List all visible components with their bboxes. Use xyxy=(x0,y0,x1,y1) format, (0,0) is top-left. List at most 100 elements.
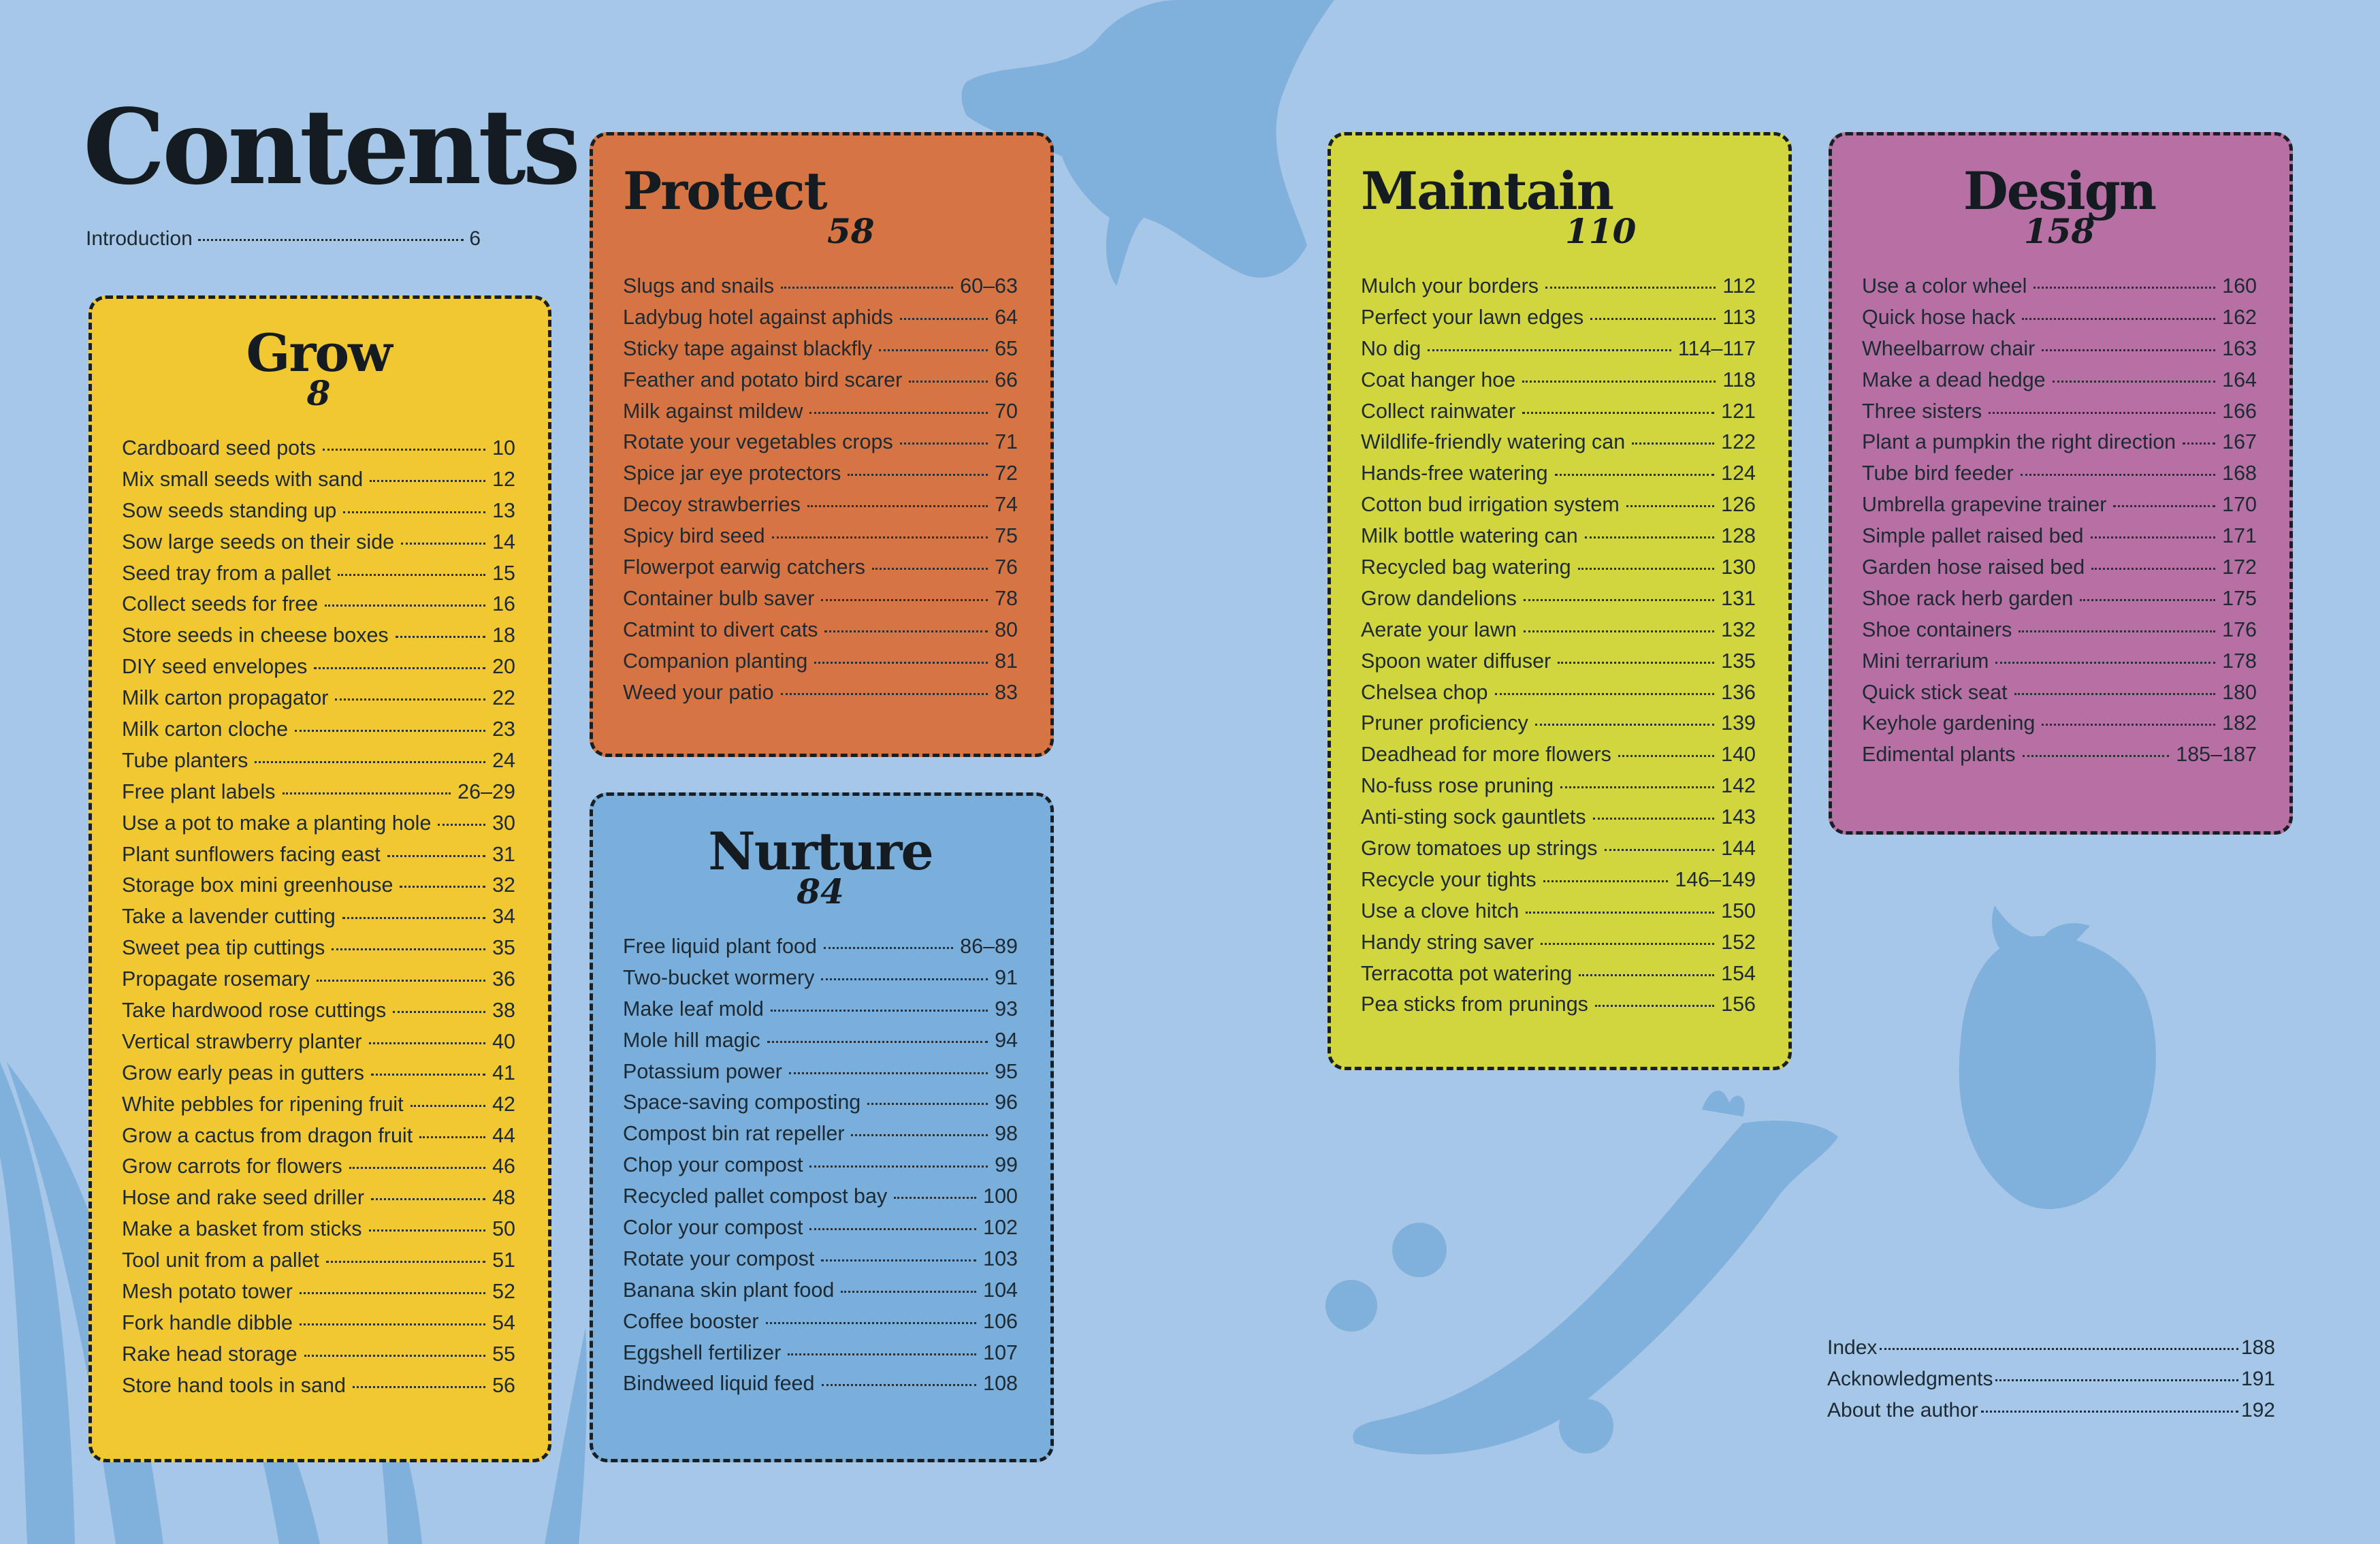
intro-label: Introduction xyxy=(86,227,193,250)
leader-dots xyxy=(841,1290,977,1293)
design-heading: Design 158 xyxy=(1862,165,2257,248)
toc-entry-page: 132 xyxy=(1721,617,1756,641)
toc-entry-page: 172 xyxy=(2222,556,2257,579)
toc-entry: Companion planting 81 xyxy=(623,649,1018,681)
toc-entry-page: 122 xyxy=(1721,430,1756,454)
leader-dots xyxy=(325,605,486,607)
toc-entry: Pruner proficiency 139 xyxy=(1361,711,1756,743)
toc-entry: Make leaf mold 93 xyxy=(623,997,1018,1029)
leaf-silhouette-left-5 xyxy=(545,1328,587,1544)
toc-entry-label: Tube planters xyxy=(122,748,248,772)
toc-entry-label: Make a basket from sticks xyxy=(122,1217,362,1241)
toc-entry-label: Cardboard seed pots xyxy=(122,436,316,460)
toc-entry-label: Tool unit from a pallet xyxy=(122,1249,319,1272)
toc-entry-page: 41 xyxy=(492,1061,515,1084)
toc-entry-page: 100 xyxy=(983,1185,1018,1208)
leader-dots xyxy=(371,1073,486,1076)
leader-dots xyxy=(1579,974,1715,976)
toc-entry: Shoe containers 176 xyxy=(1862,618,2257,649)
toc-entry-page: 95 xyxy=(995,1059,1018,1083)
toc-entry-page: 18 xyxy=(492,624,515,647)
leader-dots xyxy=(1428,349,1671,351)
leader-dots xyxy=(2091,568,2216,570)
toc-entry-page: 94 xyxy=(995,1028,1018,1052)
toc-entry-page: 80 xyxy=(995,617,1018,641)
toc-entry-label: Three sisters xyxy=(1862,399,1982,423)
leader-dots xyxy=(393,1011,486,1014)
toc-entry-page: 135 xyxy=(1721,649,1756,673)
leader-dots xyxy=(909,380,988,383)
toc-entry-label: No dig xyxy=(1361,336,1421,360)
nurture-title: Nurture xyxy=(708,821,934,882)
toc-entry-page: 102 xyxy=(983,1216,1018,1240)
toc-entry: Spice jar eye protectors 72 xyxy=(623,462,1018,493)
leader-dots xyxy=(325,1261,486,1264)
toc-entry-page: 81 xyxy=(995,649,1018,673)
leader-dots xyxy=(1995,1379,2238,1381)
toc-entry-label: Free liquid plant food xyxy=(623,935,817,958)
toc-entry-label: Slugs and snails xyxy=(623,274,775,297)
leader-dots xyxy=(370,479,486,482)
toc-entry-label: Aerate your lawn xyxy=(1361,617,1517,641)
toc-entry-page: 175 xyxy=(2222,586,2257,610)
toc-entry-label: Coat hanger hoe xyxy=(1361,368,1516,391)
leader-dots xyxy=(851,1134,988,1137)
toc-entry: Spicy bird seed 75 xyxy=(623,524,1018,556)
leader-dots xyxy=(807,505,988,508)
leader-dots xyxy=(400,886,486,888)
toc-entry-page: 146–149 xyxy=(1675,867,1756,891)
toc-entry-label: Rotate your vegetables crops xyxy=(623,430,893,454)
leader-dots xyxy=(770,1009,988,1012)
leader-dots xyxy=(814,661,988,664)
toc-entry-page: 83 xyxy=(995,680,1018,704)
toc-entry-page: 96 xyxy=(995,1091,1018,1114)
toc-entry-label: Flowerpot earwig catchers xyxy=(623,556,865,579)
toc-entry-page: 71 xyxy=(995,430,1018,454)
leader-dots xyxy=(2183,443,2216,445)
toc-entry: Pea sticks from prunings 156 xyxy=(1361,993,1756,1024)
toc-entry-label: Weed your patio xyxy=(623,680,774,704)
toc-entry-page: 98 xyxy=(995,1122,1018,1146)
grow-heading: Grow 8 xyxy=(122,327,515,411)
toc-entry-label: Bindweed liquid feed xyxy=(623,1372,815,1396)
toc-entry-label: Vertical strawberry planter xyxy=(122,1029,362,1053)
toc-entry-label: Space-saving composting xyxy=(623,1091,861,1114)
toc-entry: Take hardwood rose cuttings 38 xyxy=(122,999,515,1030)
toc-entry: Store seeds in cheese boxes 18 xyxy=(122,624,515,655)
toc-entry: Coat hanger hoe 118 xyxy=(1361,368,1756,400)
back-matter-row: Acknowledgments 191 xyxy=(1827,1368,2275,1399)
design-list: Use a color wheel 160 Quick hose hack 162 Wh… xyxy=(1862,274,2257,774)
leader-dots xyxy=(1604,849,1715,852)
toc-entry: Decoy strawberries 74 xyxy=(623,493,1018,524)
leader-dots xyxy=(314,667,486,670)
toc-entry-label: Feather and potato bird scarer xyxy=(623,368,903,391)
leader-dots xyxy=(197,239,464,241)
leader-dots xyxy=(1522,380,1716,383)
leader-dots xyxy=(2022,755,2170,758)
toc-entry: Recycled bag watering 130 xyxy=(1361,556,1756,587)
toc-entry: Slugs and snails 60–63 xyxy=(623,274,1018,306)
toc-entry: Banana skin plant food 104 xyxy=(623,1278,1018,1310)
toc-entry-page: 152 xyxy=(1721,930,1756,954)
leader-dots xyxy=(871,568,988,570)
toc-entry: Rake head storage 55 xyxy=(122,1342,515,1374)
toc-entry-label: Companion planting xyxy=(623,649,808,673)
toc-entry-page: 126 xyxy=(1721,493,1756,517)
toc-entry-page: 60–63 xyxy=(960,274,1018,297)
toc-entry-page: 78 xyxy=(995,586,1018,610)
toc-entry-page: 121 xyxy=(1721,399,1756,423)
protect-heading: Protect 58 xyxy=(623,165,1018,248)
toc-entry-page: 107 xyxy=(983,1340,1018,1364)
toc-entry-page: 64 xyxy=(995,305,1018,329)
leader-dots xyxy=(368,1042,486,1044)
leader-dots xyxy=(322,449,486,451)
leader-dots xyxy=(2113,505,2216,508)
leader-dots xyxy=(438,823,486,826)
toc-entry: Grow dandelions 131 xyxy=(1361,587,1756,618)
toc-entry-label: Sow seeds standing up xyxy=(122,498,337,522)
leader-dots xyxy=(2090,536,2216,539)
toc-entry: Milk bottle watering can 128 xyxy=(1361,524,1756,556)
toc-entry: Hose and rake seed driller 48 xyxy=(122,1186,515,1217)
toc-entry-page: 32 xyxy=(492,873,515,897)
toc-entry-label: Mole hill magic xyxy=(623,1028,760,1052)
